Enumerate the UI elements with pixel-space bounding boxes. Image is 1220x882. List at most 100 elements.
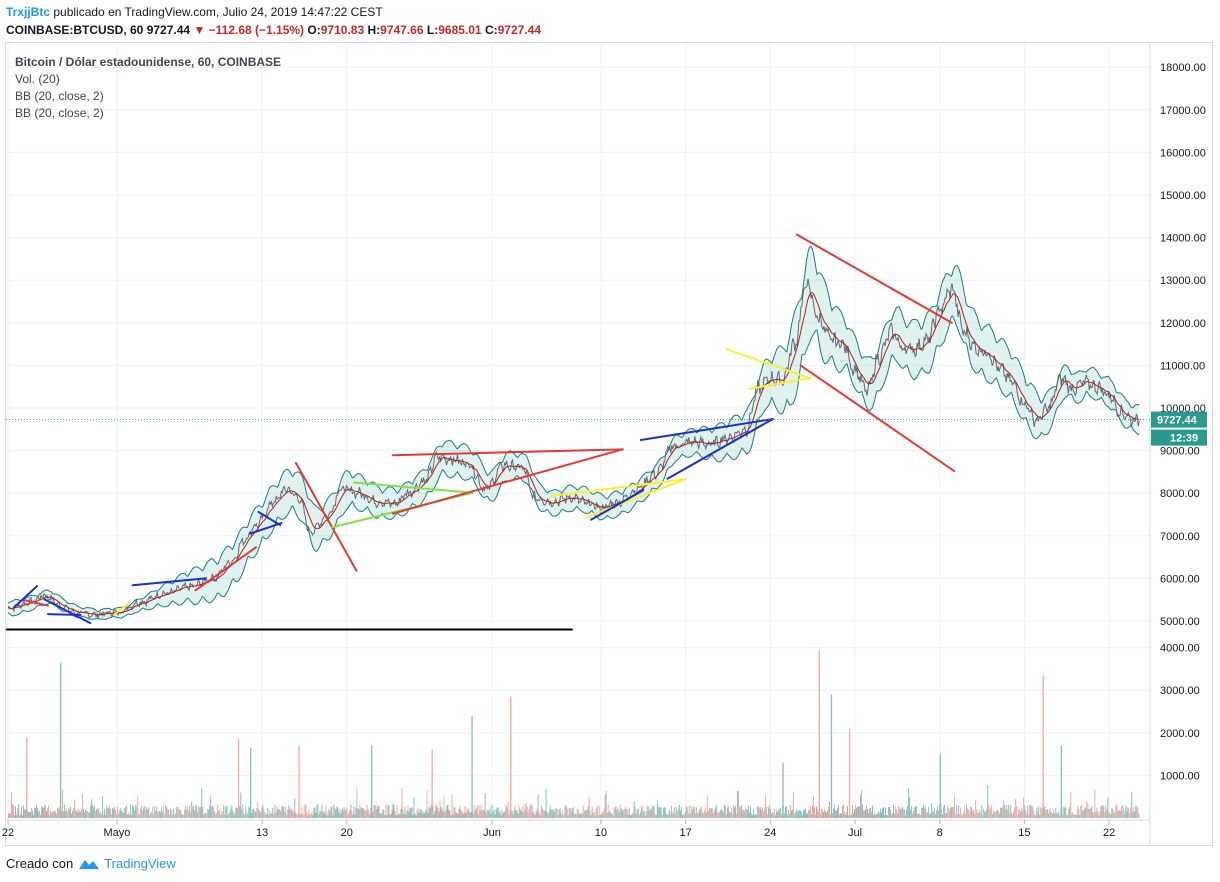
- volume-bar: [1135, 805, 1137, 818]
- volume-bar: [499, 811, 501, 818]
- volume-bar: [17, 808, 18, 818]
- volume-bar: [660, 807, 662, 818]
- volume-bar: [913, 810, 915, 818]
- header-publish-line: TrxjjBtc publicado en TradingView.com, J…: [6, 5, 383, 19]
- legend-title[interactable]: Bitcoin / Dólar estadounidense, 60, COIN…: [15, 55, 282, 69]
- legend-bb-1[interactable]: BB (20, close, 2): [15, 89, 104, 103]
- volume-bar: [460, 809, 462, 818]
- volume-bar: [974, 814, 976, 818]
- time-tick-label: 8: [937, 827, 943, 839]
- volume-bar: [172, 814, 174, 818]
- volume-bar: [576, 809, 578, 818]
- volume-bar: [363, 809, 365, 818]
- volume-bar: [996, 810, 998, 818]
- volume-bar: [51, 812, 53, 818]
- volume-bar: [437, 807, 439, 818]
- volume-bar: [83, 808, 85, 818]
- volume-bar: [169, 814, 171, 818]
- volume-bar: [470, 812, 472, 818]
- volume-bar: [144, 805, 146, 818]
- volume-bar: [447, 804, 449, 818]
- price-tick-label: 11000.00: [1160, 360, 1205, 372]
- volume-bar: [762, 812, 764, 818]
- author-name[interactable]: TrxjjBtc: [6, 5, 51, 19]
- time-tick-label: 13: [256, 827, 268, 839]
- volume-bar: [732, 804, 734, 818]
- footer-brand[interactable]: TradingView: [104, 856, 176, 871]
- volume-bar: [70, 806, 72, 818]
- volume-bar: [535, 811, 537, 818]
- volume-bar: [835, 810, 836, 818]
- volume-bar: [526, 806, 528, 818]
- volume-bar: [226, 805, 228, 818]
- legend-bb-2[interactable]: BB (20, close, 2): [15, 106, 104, 120]
- volume-bar: [573, 814, 575, 818]
- high-label: H:: [367, 23, 381, 37]
- legend-volume[interactable]: Vol. (20): [15, 72, 60, 86]
- volume-bar: [47, 808, 48, 818]
- volume-bar: [243, 813, 245, 818]
- volume-bar: [324, 813, 326, 818]
- volume-bar: [638, 815, 640, 818]
- volume-bar: [305, 805, 307, 818]
- volume-bar: [909, 797, 911, 818]
- volume-bar: [631, 814, 633, 818]
- volume-bar: [643, 811, 645, 818]
- volume-bar: [677, 808, 679, 818]
- volume-bar: [1053, 810, 1055, 818]
- volume-bar: [779, 807, 781, 818]
- volume-bar: [448, 809, 450, 818]
- volume-bar: [355, 807, 357, 818]
- volume-bar: [1106, 809, 1108, 818]
- trendline-blue: [131, 577, 207, 587]
- chart-frame[interactable]: [5, 42, 1213, 846]
- volume-bar: [869, 808, 870, 818]
- volume-spike-bar: [848, 728, 851, 818]
- volume-bar: [73, 807, 75, 818]
- volume-bar: [941, 808, 943, 818]
- volume-bar: [421, 813, 423, 818]
- volume-bar: [100, 811, 102, 818]
- volume-bar: [520, 811, 522, 818]
- volume-bar: [1119, 811, 1121, 818]
- volume-bar: [1134, 811, 1136, 818]
- volume-bar: [487, 809, 489, 818]
- volume-bar: [729, 812, 731, 818]
- volume-bar: [23, 805, 24, 818]
- volume-bar: [283, 806, 285, 818]
- volume-bar: [727, 806, 729, 818]
- volume-bar: [842, 805, 843, 818]
- volume-bar: [560, 813, 562, 818]
- volume-spike-bar: [431, 749, 433, 818]
- volume-bar: [156, 806, 158, 818]
- volume-bar: [964, 806, 966, 818]
- volume-bar: [818, 812, 819, 818]
- volume-bar: [270, 813, 272, 818]
- volume-tick-label: 4000.00: [1160, 643, 1200, 655]
- trendline-red: [799, 364, 956, 473]
- volume-bar: [813, 796, 814, 818]
- volume-bar: [441, 808, 443, 818]
- volume-bar: [49, 814, 50, 818]
- volume-bar: [1022, 810, 1024, 818]
- volume-bar: [589, 810, 591, 818]
- volume-bar: [684, 811, 686, 818]
- trendline-red: [294, 461, 358, 572]
- volume-bar: [344, 807, 346, 818]
- volume-bar: [497, 807, 499, 818]
- volume-bar: [1023, 797, 1025, 818]
- volume-bar: [626, 809, 628, 818]
- volume-bar: [1001, 808, 1003, 818]
- volume-bar: [876, 813, 877, 818]
- trendline-red: [795, 233, 953, 324]
- volume-bar: [899, 807, 901, 818]
- volume-bar: [78, 809, 80, 818]
- volume-bar: [486, 810, 488, 818]
- volume-bar: [326, 812, 328, 818]
- volume-bar: [633, 801, 635, 818]
- volume-bar: [962, 814, 964, 818]
- volume-bar: [490, 814, 492, 818]
- volume-bar: [580, 813, 582, 818]
- volume-bar: [731, 814, 733, 818]
